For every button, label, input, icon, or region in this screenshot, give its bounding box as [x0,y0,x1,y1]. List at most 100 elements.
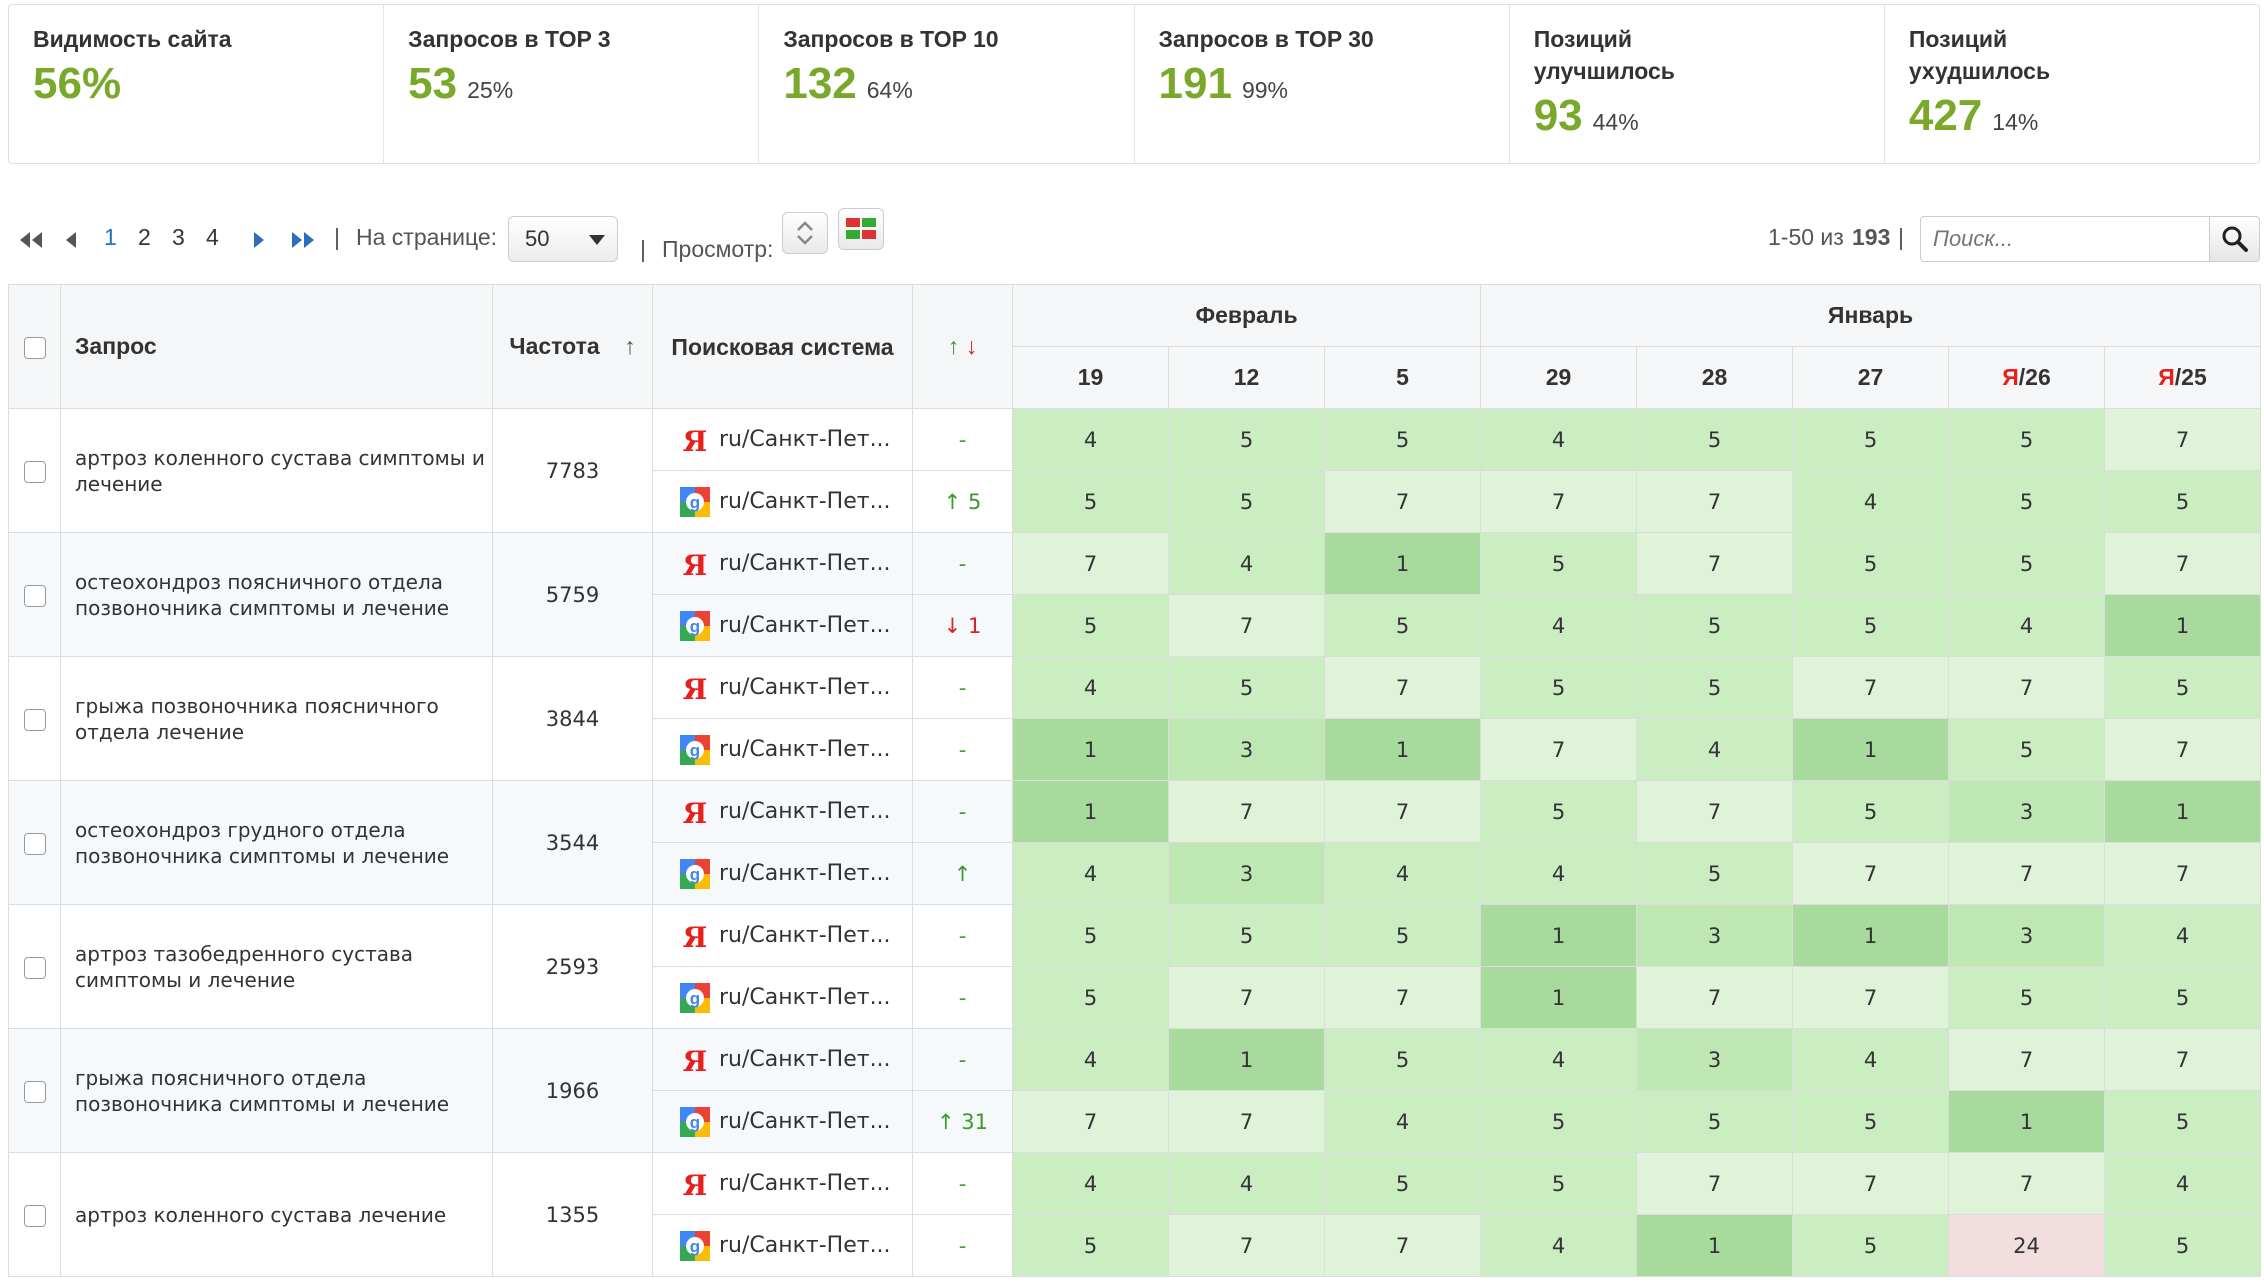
position-cell[interactable]: 7 [1168,594,1325,657]
position-cell[interactable]: 4 [1792,470,1950,533]
position-cell[interactable]: 7 [1168,966,1325,1029]
header-day[interactable]: 5 [1323,346,1482,409]
position-cell[interactable]: 4 [1480,1214,1638,1277]
position-cell[interactable]: 7 [1636,780,1794,843]
engine-cell[interactable]: g ru/Санкт-Пет... [652,594,913,657]
position-cell[interactable]: 5 [1948,532,2106,595]
position-cell[interactable]: 4 [1012,1028,1169,1091]
position-cell[interactable]: 4 [1480,1028,1638,1091]
prev-page-icon[interactable] [64,230,78,250]
position-cell[interactable]: 7 [1636,966,1794,1029]
position-cell[interactable]: 5 [1636,656,1794,719]
position-cell[interactable]: 5 [2104,1214,2262,1277]
position-cell[interactable]: 4 [1480,408,1638,471]
position-cell[interactable]: 7 [1792,842,1950,905]
position-cell[interactable]: 4 [1480,842,1638,905]
position-cell[interactable]: 5 [2104,470,2262,533]
header-day[interactable]: 12 [1168,346,1325,409]
position-cell[interactable]: 7 [1792,1152,1950,1215]
position-cell[interactable]: 4 [1792,1028,1950,1091]
position-cell[interactable]: 7 [1636,1152,1794,1215]
position-cell[interactable]: 5 [1323,904,1482,967]
position-cell[interactable]: 1 [2104,780,2262,843]
position-cell[interactable]: 3 [1168,842,1325,905]
row-checkbox[interactable] [23,956,46,979]
position-cell[interactable]: 3 [1636,904,1794,967]
engine-cell[interactable]: g ru/Санкт-Пет... [652,718,913,781]
row-checkbox[interactable] [23,708,46,731]
header-day[interactable]: 29 [1480,346,1638,409]
position-cell[interactable]: 1 [1948,1090,2106,1153]
position-cell[interactable]: 5 [1792,1214,1950,1277]
position-cell[interactable]: 7 [1168,1090,1325,1153]
position-cell[interactable]: 7 [1948,1152,2106,1215]
position-cell[interactable]: 5 [1480,780,1638,843]
position-cell[interactable]: 7 [1480,718,1638,781]
position-cell[interactable]: 4 [1323,842,1482,905]
position-cell[interactable]: 1 [1323,532,1482,595]
position-cell[interactable]: 5 [1323,1028,1482,1091]
position-cell[interactable]: 5 [1168,656,1325,719]
position-cell[interactable]: 7 [1323,656,1482,719]
next-page-icon[interactable] [252,230,266,250]
position-cell[interactable]: 4 [1168,1152,1325,1215]
position-cell[interactable]: 4 [1636,718,1794,781]
first-page-icon[interactable] [18,230,44,250]
position-cell[interactable]: 4 [1323,1090,1482,1153]
position-cell[interactable]: 1 [1480,904,1638,967]
position-cell[interactable]: 7 [2104,718,2262,781]
engine-cell[interactable]: g ru/Санкт-Пет... [652,842,913,905]
view-toggle-grid-button[interactable] [838,208,884,250]
position-cell[interactable]: 7 [1012,1090,1169,1153]
position-cell[interactable]: 5 [1168,470,1325,533]
position-cell[interactable]: 7 [1948,1028,2106,1091]
page-link-1[interactable]: 1 [104,224,117,250]
row-checkbox[interactable] [23,1080,46,1103]
row-checkbox[interactable] [23,1204,46,1227]
position-cell[interactable]: 1 [1480,966,1638,1029]
per-page-select[interactable]: 50 [508,216,618,262]
position-cell[interactable]: 3 [1948,780,2106,843]
position-cell[interactable]: 24 [1948,1214,2106,1277]
position-cell[interactable]: 5 [1168,904,1325,967]
position-cell[interactable]: 5 [1948,718,2106,781]
row-checkbox[interactable] [23,832,46,855]
position-cell[interactable]: 5 [1792,532,1950,595]
position-cell[interactable]: 4 [1012,408,1169,471]
position-cell[interactable]: 5 [1948,966,2106,1029]
position-cell[interactable]: 7 [1792,966,1950,1029]
position-cell[interactable]: 4 [2104,1152,2262,1215]
position-cell[interactable]: 7 [1323,966,1482,1029]
position-cell[interactable]: 5 [1480,532,1638,595]
position-cell[interactable]: 5 [2104,1090,2262,1153]
position-cell[interactable]: 7 [1636,470,1794,533]
position-cell[interactable]: 1 [1636,1214,1794,1277]
position-cell[interactable]: 1 [2104,594,2262,657]
position-cell[interactable]: 4 [1948,594,2106,657]
header-day[interactable]: Я/26 [1948,346,2106,409]
position-cell[interactable]: 1 [1792,718,1950,781]
position-cell[interactable]: 1 [1323,718,1482,781]
row-checkbox[interactable] [23,584,46,607]
position-cell[interactable]: 7 [1168,1214,1325,1277]
position-cell[interactable]: 7 [2104,842,2262,905]
position-cell[interactable]: 7 [1168,780,1325,843]
position-cell[interactable]: 3 [1948,904,2106,967]
position-cell[interactable]: 1 [1168,1028,1325,1091]
position-cell[interactable]: 7 [1636,532,1794,595]
header-day[interactable]: 28 [1636,346,1794,409]
position-cell[interactable]: 7 [1792,656,1950,719]
position-cell[interactable]: 7 [2104,532,2262,595]
position-cell[interactable]: 1 [1012,780,1169,843]
header-change[interactable]: ↑ ↓ [912,284,1013,409]
header-day[interactable]: Я/25 [2104,346,2262,409]
position-cell[interactable]: 7 [1948,656,2106,719]
position-cell[interactable]: 1 [1792,904,1950,967]
engine-cell[interactable]: g ru/Санкт-Пет... [652,470,913,533]
engine-cell[interactable]: g ru/Санкт-Пет... [652,1090,913,1153]
